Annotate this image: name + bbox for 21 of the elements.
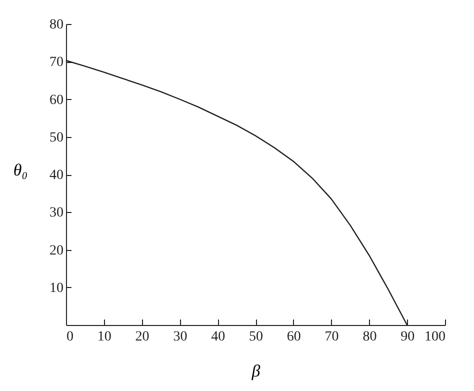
- y-tick-label: 30: [50, 206, 64, 221]
- x-tick-label: 100: [424, 330, 446, 344]
- x-tick-label: 80: [362, 330, 377, 344]
- y-tick-label: 60: [50, 92, 64, 108]
- x-tick-label: 50: [249, 330, 263, 344]
- y-axis-title: θ₀: [13, 160, 28, 180]
- x-tick-label: 90: [400, 330, 415, 344]
- x-tick-label: 0: [66, 330, 74, 344]
- y-tick-label: 10: [50, 280, 64, 296]
- y-tick-label: 50: [50, 130, 64, 146]
- x-tick-label: 10: [97, 330, 112, 344]
- x-tick-label: 30: [173, 330, 188, 344]
- y-tick-label: 70: [50, 55, 64, 70]
- x-tick-label: 40: [211, 330, 226, 344]
- x-tick-label: 70: [324, 330, 339, 344]
- y-tick-label: 20: [50, 243, 64, 258]
- y-tick-label: 40: [50, 168, 64, 183]
- x-tick-label: 60: [286, 330, 301, 344]
- x-tick-label: 20: [135, 330, 150, 344]
- x-axis-title: β: [250, 362, 261, 380]
- y-tick-label: 80: [50, 18, 64, 32]
